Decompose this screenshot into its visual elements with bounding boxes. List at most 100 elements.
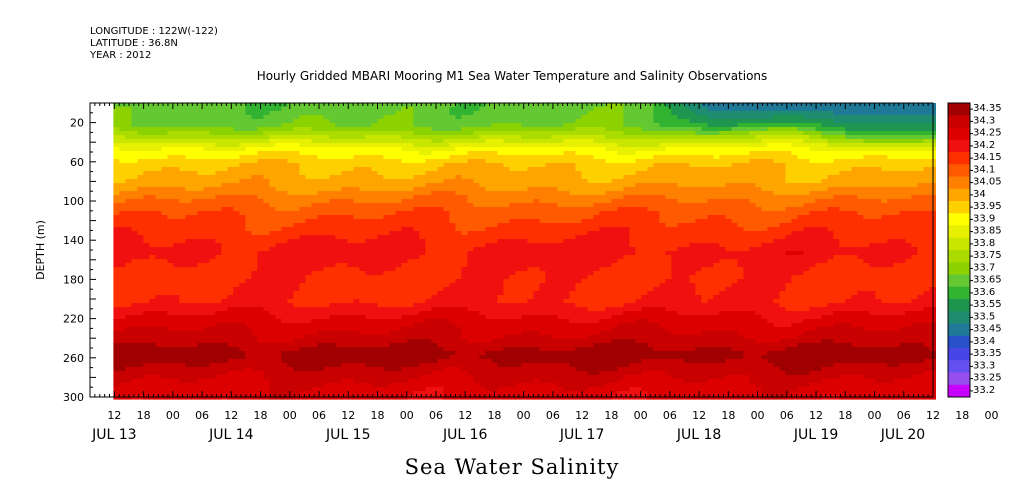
x-hour-label: 12 <box>107 409 121 422</box>
x-hour-label: 06 <box>312 409 326 422</box>
x-date-label: JUL 16 <box>442 427 488 443</box>
x-axis: 12 18 00 06 12 18 00 06 12 18 00 06 12 18 00 06 12 18 00 06… <box>89 103 998 443</box>
colorbar-swatch <box>948 127 970 141</box>
colorbar-label: 33.55 <box>973 299 1002 310</box>
colorbar-swatch <box>948 103 970 116</box>
plot-field <box>113 103 936 400</box>
x-date-label: JUL 17 <box>559 427 604 443</box>
x-date-label: JUL 20 <box>880 427 925 443</box>
x-hour-label: 12 <box>458 409 472 422</box>
x-hour-label: 18 <box>838 409 852 422</box>
colorbar-swatch <box>948 225 970 239</box>
x-hour-label: 00 <box>751 409 765 422</box>
colorbar-label: 34.25 <box>973 128 1002 139</box>
y-tick-label: 60 <box>70 156 84 169</box>
x-date-label: JUL 15 <box>325 427 370 443</box>
x-hour-label: 06 <box>780 409 794 422</box>
x-hour-label: 12 <box>575 409 589 422</box>
x-hour-label: 00 <box>868 409 882 422</box>
x-hour-label: 06 <box>663 409 677 422</box>
colorbar-swatch <box>948 188 970 202</box>
x-hour-label: 18 <box>721 409 735 422</box>
header-year: YEAR : 2012 <box>89 50 151 61</box>
colorbar-label: 33.35 <box>973 348 1002 359</box>
colorbar-label: 33.65 <box>973 275 1002 286</box>
x-date-label: JUL 13 <box>91 427 136 443</box>
x-hour-label: 12 <box>809 409 823 422</box>
x-date-label: JUL 14 <box>208 427 254 443</box>
colorbar-swatch <box>948 384 970 398</box>
header-longitude: LONGITUDE : 122W(-122) <box>90 26 218 37</box>
x-hour-label: 18 <box>955 409 969 422</box>
y-tick-label: 180 <box>63 273 84 286</box>
y-tick-label: 140 <box>63 234 84 247</box>
x-hour-label: 18 <box>370 409 384 422</box>
x-hour-label: 00 <box>400 409 414 422</box>
colorbar-swatch <box>948 213 970 226</box>
x-hour-label: 18 <box>254 409 268 422</box>
header-block: LONGITUDE : 122W(-122) LATITUDE : 36.8N … <box>89 26 218 61</box>
colorbar-swatch <box>948 139 970 153</box>
y-tick-label: 20 <box>70 117 84 130</box>
colorbar-swatch <box>948 176 970 190</box>
x-hour-label: 18 <box>137 409 151 422</box>
colorbar-swatch <box>948 164 970 177</box>
header-latitude: LATITUDE : 36.8N <box>90 38 178 49</box>
x-hour-label: 12 <box>224 409 238 422</box>
colorbar-label: 33.4 <box>973 336 995 347</box>
colorbar-label: 33.7 <box>973 262 995 273</box>
y-tick-label: 220 <box>63 313 84 326</box>
colorbar-swatch <box>948 299 970 312</box>
x-hour-label: 18 <box>604 409 618 422</box>
colorbar-label: 34.15 <box>973 152 1002 163</box>
colorbar-label: 33.25 <box>973 373 1002 384</box>
y-axis-label: DEPTH (m) <box>34 220 47 280</box>
colorbar-label: 33.3 <box>973 360 995 371</box>
colorbar-label: 33.95 <box>973 201 1002 212</box>
colorbar-label: 33.85 <box>973 226 1002 237</box>
y-tick-label: 300 <box>63 391 84 404</box>
colorbar-swatch <box>948 335 970 349</box>
colorbar-swatch <box>948 311 970 324</box>
colorbar-swatch <box>948 250 970 263</box>
x-hour-label: 06 <box>546 409 560 422</box>
colorbar-swatch <box>948 323 970 337</box>
x-hour-label: 00 <box>984 409 998 422</box>
y-tick-label: 260 <box>63 352 84 365</box>
x-hour-label: 12 <box>692 409 706 422</box>
colorbar-label: 34 <box>973 189 986 200</box>
x-hour-label: 00 <box>517 409 531 422</box>
x-axis-label: Sea Water Salinity <box>405 455 620 479</box>
y-tick-label: 100 <box>63 195 84 208</box>
x-hour-label: 06 <box>897 409 911 422</box>
y-axis: 20 60 100 140 180 220 260 300 <box>63 102 96 404</box>
colorbar-label: 33.5 <box>973 311 995 322</box>
colorbar-swatch <box>948 274 970 288</box>
colorbar-swatch <box>948 237 970 251</box>
x-hour-label: 00 <box>283 409 297 422</box>
x-hour-label: 06 <box>195 409 209 422</box>
colorbar-label: 33.2 <box>973 385 995 396</box>
x-date-label: JUL 19 <box>793 427 838 443</box>
colorbar-label: 33.9 <box>973 213 995 224</box>
colorbar-swatch <box>948 348 970 361</box>
colorbar-swatch <box>948 152 970 165</box>
colorbar-label: 33.45 <box>973 324 1002 335</box>
x-date-label: JUL 18 <box>676 427 721 443</box>
colorbar-label: 33.8 <box>973 238 995 249</box>
colorbar-swatch <box>948 201 970 214</box>
colorbar: 34.3534.334.2534.234.1534.134.053433.953… <box>947 102 1002 398</box>
colorbar-label: 34.1 <box>973 164 995 175</box>
colorbar-label: 33.6 <box>973 287 995 298</box>
colorbar-label: 34.2 <box>973 140 995 151</box>
colorbar-label: 34.35 <box>973 103 1002 114</box>
colorbar-label: 34.05 <box>973 177 1002 188</box>
x-hour-label: 12 <box>341 409 355 422</box>
colorbar-swatch <box>948 286 970 300</box>
x-hour-label: 12 <box>926 409 940 422</box>
colorbar-swatch <box>948 262 970 275</box>
chart-title: Hourly Gridded MBARI Mooring M1 Sea Wate… <box>257 69 768 83</box>
x-hour-label: 00 <box>166 409 180 422</box>
colorbar-label: 33.75 <box>973 250 1002 261</box>
